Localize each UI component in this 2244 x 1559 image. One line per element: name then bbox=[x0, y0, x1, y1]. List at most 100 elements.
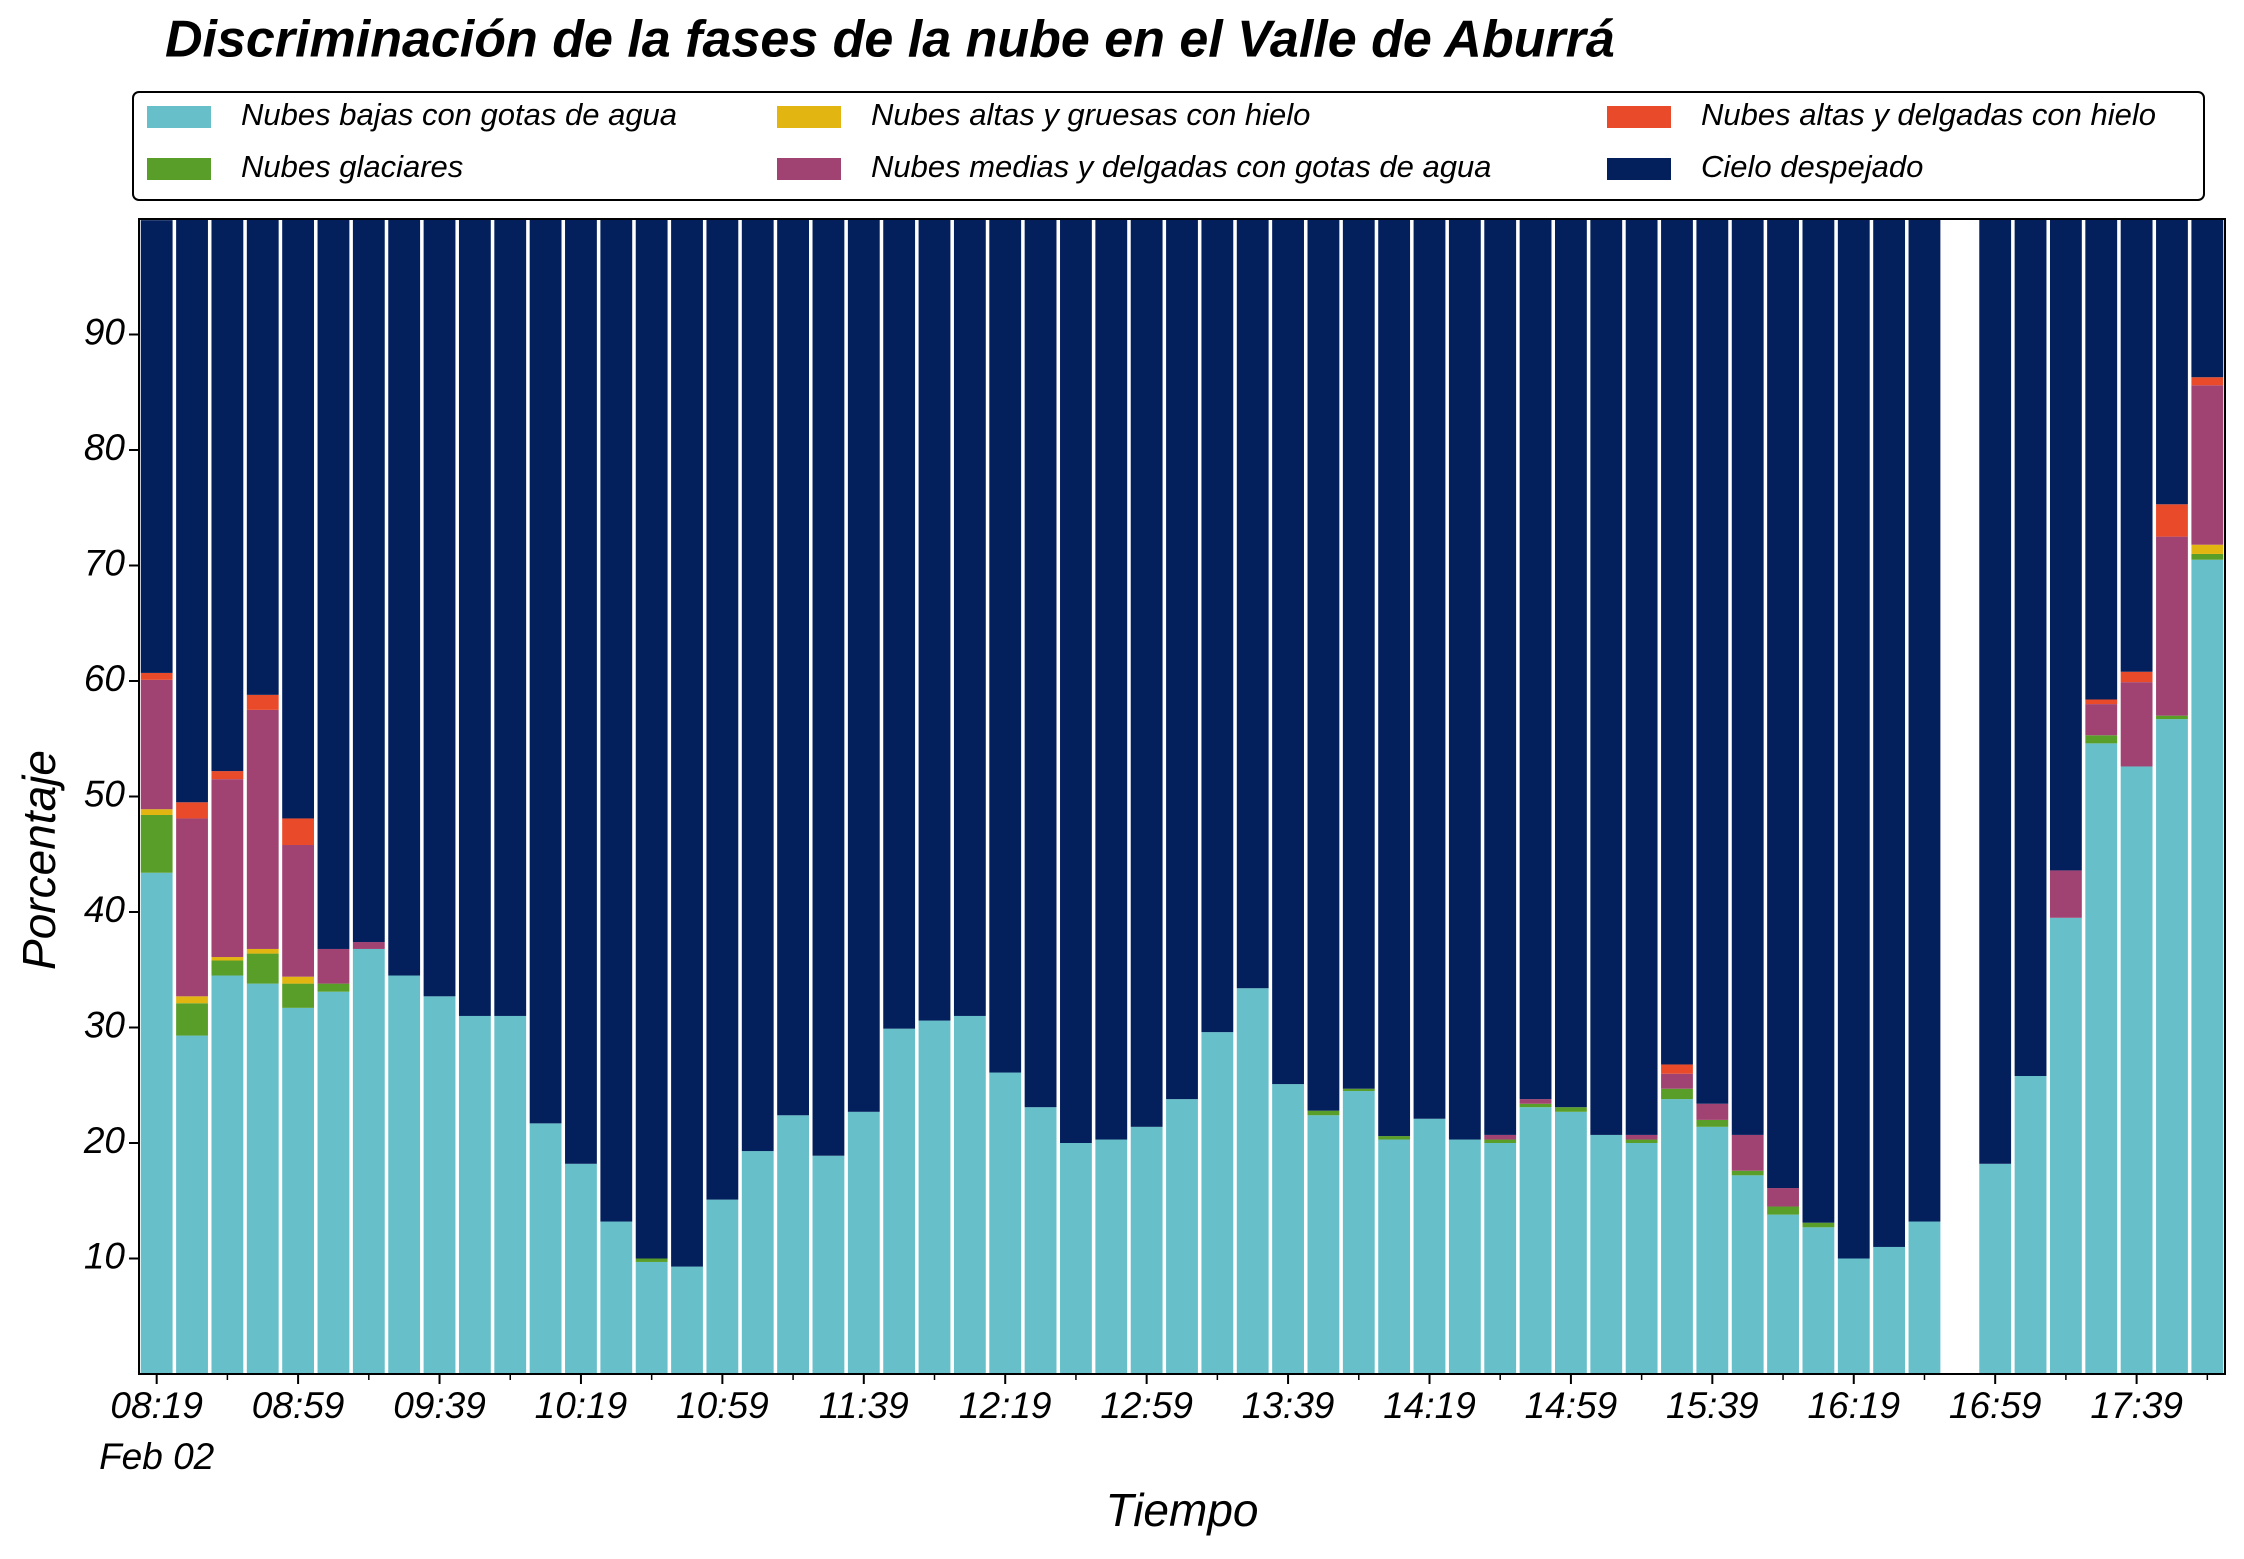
bar-segment bbox=[918, 1020, 951, 1374]
x-date-label: Feb 02 bbox=[99, 1436, 215, 1477]
bar-segment bbox=[1979, 219, 2012, 1164]
bar-segment bbox=[1767, 219, 1799, 1189]
bar-segment bbox=[1767, 1206, 1799, 1215]
bar-segment bbox=[176, 1003, 208, 1036]
bar-segment bbox=[812, 1155, 845, 1374]
bar-segment bbox=[317, 983, 350, 992]
bar-segment bbox=[1201, 219, 1234, 1033]
bar-segment bbox=[1060, 1143, 1092, 1374]
bar-segment bbox=[2085, 704, 2118, 736]
bar-segment bbox=[741, 219, 774, 1152]
bar-segment bbox=[529, 219, 562, 1124]
legend-label: Nubes altas y delgadas con hielo bbox=[1701, 97, 2156, 132]
bar-segment bbox=[2049, 917, 2082, 1374]
bar-segment bbox=[635, 1261, 668, 1374]
bar-segment bbox=[317, 219, 350, 949]
bar-segment bbox=[494, 1015, 527, 1374]
bar-segment bbox=[706, 1199, 739, 1374]
bar-segment bbox=[176, 996, 208, 1004]
bar-segment bbox=[2120, 766, 2153, 1374]
bar-segment bbox=[458, 219, 491, 1016]
bar-segment bbox=[1342, 1091, 1375, 1374]
bar-segment bbox=[1661, 1099, 1693, 1374]
y-tick-label: 90 bbox=[84, 311, 126, 352]
bar-segment bbox=[458, 1015, 491, 1374]
legend-label: Nubes altas y gruesas con hielo bbox=[871, 97, 1310, 132]
legend-swatch bbox=[777, 158, 841, 180]
bar-segment bbox=[777, 1115, 809, 1374]
bar-segment bbox=[1024, 1107, 1057, 1374]
bar-segment bbox=[1272, 1084, 1304, 1374]
bar-segment bbox=[1731, 1175, 1764, 1374]
bar-segment bbox=[317, 991, 350, 1374]
bar-segment bbox=[1484, 1134, 1517, 1140]
bar-segment bbox=[140, 672, 173, 680]
bar-segment bbox=[1519, 1107, 1552, 1374]
bar-segment bbox=[565, 1163, 597, 1374]
bar-segment bbox=[1130, 219, 1163, 1127]
bar-segment bbox=[2191, 377, 2224, 386]
bar-segment bbox=[494, 219, 527, 1016]
bar-segment bbox=[211, 771, 244, 780]
bar-segment bbox=[246, 219, 279, 695]
bar-segment bbox=[671, 219, 703, 1267]
bar-segment bbox=[282, 983, 315, 1008]
bar-segment bbox=[352, 942, 385, 949]
x-tick-label: 15:39 bbox=[1666, 1385, 1759, 1426]
bar-segment bbox=[211, 219, 244, 772]
bar-segment bbox=[1625, 219, 1658, 1135]
bar-segment bbox=[140, 679, 173, 810]
bar-segment bbox=[1590, 1134, 1623, 1374]
bar-segment bbox=[918, 219, 951, 1021]
bar-segment bbox=[2156, 715, 2188, 720]
bar-segment bbox=[1095, 1139, 1128, 1374]
bar-segment bbox=[1696, 1103, 1729, 1120]
bar-segment bbox=[635, 1258, 668, 1262]
bar-segment bbox=[246, 694, 279, 710]
bar-segment bbox=[529, 1123, 562, 1374]
bar-segment bbox=[706, 219, 739, 1200]
legend-label: Cielo despejado bbox=[1701, 149, 1923, 184]
bar-segment bbox=[600, 219, 633, 1222]
bar-segment bbox=[1307, 1115, 1340, 1374]
bar-segment bbox=[1767, 1188, 1799, 1207]
bar-segment bbox=[246, 953, 279, 984]
bar-segment bbox=[1378, 219, 1411, 1137]
legend-swatch bbox=[1607, 106, 1671, 128]
bar-segment bbox=[1555, 219, 1587, 1108]
bar-segment bbox=[1166, 1099, 1198, 1374]
bar-segment bbox=[1342, 1088, 1375, 1092]
bar-segment bbox=[953, 1015, 986, 1374]
bar-segment bbox=[1519, 1099, 1552, 1104]
chart-title: Discriminación de la fases de la nube en… bbox=[165, 11, 1615, 69]
bar-segment bbox=[635, 219, 668, 1259]
bar-segment bbox=[1802, 219, 1835, 1223]
bar-segment bbox=[2014, 1076, 2047, 1374]
bar-segment bbox=[176, 219, 208, 803]
bar-segment bbox=[1272, 219, 1304, 1085]
bar-segment bbox=[1661, 1073, 1693, 1089]
bar-segment bbox=[989, 219, 1022, 1073]
legend-label: Nubes medias y delgadas con gotas de agu… bbox=[871, 149, 1491, 184]
x-tick-label: 13:39 bbox=[1242, 1385, 1335, 1426]
bar-segment bbox=[1130, 1126, 1163, 1374]
legend-label: Nubes glaciares bbox=[241, 149, 463, 184]
bar-segment bbox=[1731, 1134, 1764, 1171]
x-tick-label: 14:19 bbox=[1383, 1385, 1476, 1426]
bar-segment bbox=[1448, 1139, 1481, 1374]
x-tick-label: 08:19 bbox=[110, 1385, 203, 1426]
bar-segment bbox=[1979, 1163, 2012, 1374]
bar-segment bbox=[2191, 559, 2224, 1374]
y-tick-label: 20 bbox=[83, 1120, 126, 1161]
bar-segment bbox=[1236, 219, 1269, 989]
x-tick-label: 17:39 bbox=[2090, 1385, 2183, 1426]
bar-segment bbox=[1696, 1126, 1729, 1374]
bar-segment bbox=[1696, 219, 1729, 1104]
bar-segment bbox=[352, 948, 385, 1374]
bar-segment bbox=[812, 219, 845, 1156]
bar-segment bbox=[1307, 219, 1340, 1111]
bar-segment bbox=[671, 1266, 703, 1374]
y-tick-label: 70 bbox=[84, 542, 126, 583]
bar-segment bbox=[140, 220, 173, 673]
bar-segment bbox=[2120, 671, 2153, 683]
